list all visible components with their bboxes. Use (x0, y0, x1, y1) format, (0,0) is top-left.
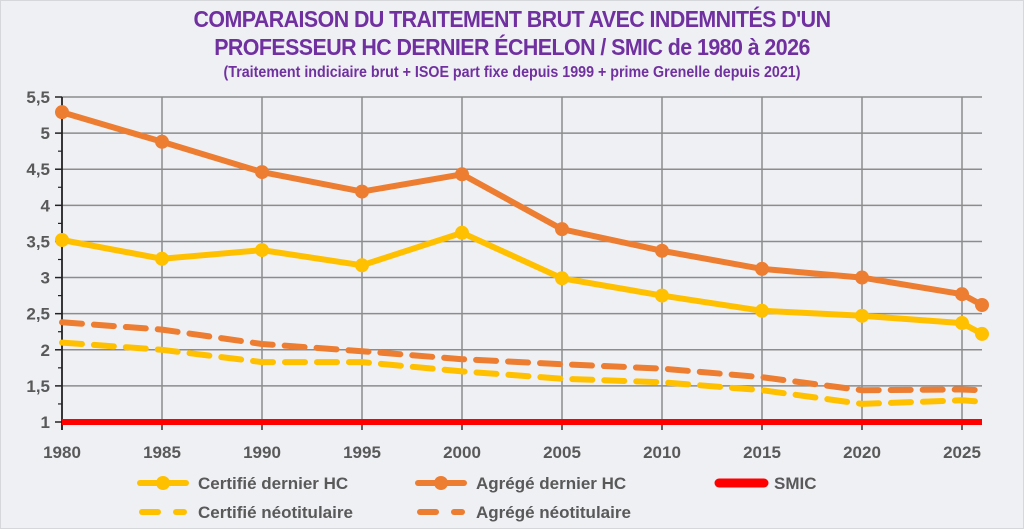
data-point-certifie-dernier-hc (155, 251, 169, 266)
data-point-agrege-dernier-hc (655, 243, 669, 258)
data-point-agrege-dernier-hc (955, 287, 969, 302)
legend-item: Agrégé dernier HC (415, 474, 626, 493)
x-tick-label: 2015 (743, 443, 781, 462)
x-tick-label: 2000 (443, 443, 481, 462)
series-line-certifie-dernier-hc (61, 229, 984, 337)
data-point-certifie-dernier-hc (555, 271, 569, 286)
chart-title-line2: PROFESSEUR HC DERNIER ÉCHELON / SMIC de … (214, 34, 810, 60)
data-point-certifie-dernier-hc (955, 316, 969, 331)
data-point-certifie-dernier-hc (255, 243, 269, 258)
y-tick-label: 2,5 (26, 305, 50, 324)
legend-label: Agrégé néotitulaire (476, 503, 631, 522)
y-tick-label: 1,5 (26, 377, 50, 396)
x-tick-label: 2005 (543, 443, 581, 462)
series-line-agrege-dernier-hc (61, 109, 984, 308)
legend: Certifié dernier HC Agrégé dernier HC SMIC… (137, 474, 817, 522)
chart-subtitle: (Traitement indiciaire brut + ISOE part … (223, 64, 801, 81)
series-line-agrege-neotitulaire (59, 319, 985, 394)
legend-item: Certifié néotitulaire (139, 503, 353, 522)
y-tick-label: 1 (41, 413, 50, 432)
data-point-agrege-dernier-hc (975, 298, 989, 312)
data-point-certifie-dernier-hc (755, 303, 769, 318)
y-tick-label: 5,5 (26, 88, 50, 107)
x-tick-label: 2010 (643, 443, 681, 462)
data-point-certifie-dernier-hc (355, 258, 369, 273)
data-point-agrege-dernier-hc (755, 261, 769, 276)
data-point-certifie-dernier-hc (855, 308, 869, 323)
data-point-agrege-dernier-hc (355, 184, 369, 199)
data-point-certifie-dernier-hc (455, 225, 469, 240)
chart-title-line1: COMPARAISON DU TRAITEMENT BRUT AVEC INDE… (193, 6, 832, 32)
data-point-agrege-dernier-hc (55, 105, 69, 120)
x-tick-label: 1995 (343, 443, 381, 462)
y-tick-label: 4,5 (26, 160, 50, 179)
data-point-agrege-dernier-hc (155, 134, 169, 149)
legend-swatch-marker (434, 476, 448, 490)
data-point-agrege-dernier-hc (255, 165, 269, 180)
series-line-certifie-neotitulaire (59, 339, 985, 407)
data-point-agrege-dernier-hc (455, 167, 469, 182)
legend-item: SMIC (714, 474, 817, 493)
x-tick-label: 2020 (843, 443, 881, 462)
y-tick-label: 4 (41, 196, 51, 215)
y-axis-labels: 1 1,5 2 2,5 3 3,5 4 4,5 5 5,5 (26, 88, 50, 432)
series-group (55, 105, 989, 425)
y-tick-label: 5 (41, 124, 50, 143)
legend-label: SMIC (774, 474, 817, 493)
data-point-agrege-dernier-hc (555, 222, 569, 237)
x-axis-labels: 1980 1985 1990 1995 2000 2005 2010 2015 2020 2025 (43, 443, 981, 462)
legend-label: Certifié dernier HC (198, 474, 348, 493)
y-tick-label: 3,5 (26, 232, 50, 251)
data-point-certifie-dernier-hc (975, 326, 989, 341)
legend-item: Agrégé néotitulaire (417, 503, 631, 522)
legend-swatch-marker (156, 476, 170, 490)
legend-label: Agrégé dernier HC (476, 474, 626, 493)
data-point-agrege-dernier-hc (855, 270, 869, 285)
axes (55, 96, 963, 430)
y-tick-label: 3 (41, 269, 50, 288)
x-tick-label: 1980 (43, 443, 81, 462)
data-point-certifie-dernier-hc (655, 288, 669, 303)
legend-item: Certifié dernier HC (137, 474, 348, 493)
x-tick-label: 1990 (243, 443, 281, 462)
data-point-certifie-dernier-hc (55, 233, 69, 247)
y-tick-label: 2 (41, 341, 50, 360)
x-tick-label: 1985 (143, 443, 181, 462)
legend-label: Certifié néotitulaire (198, 503, 353, 522)
x-tick-label: 2025 (943, 443, 981, 462)
